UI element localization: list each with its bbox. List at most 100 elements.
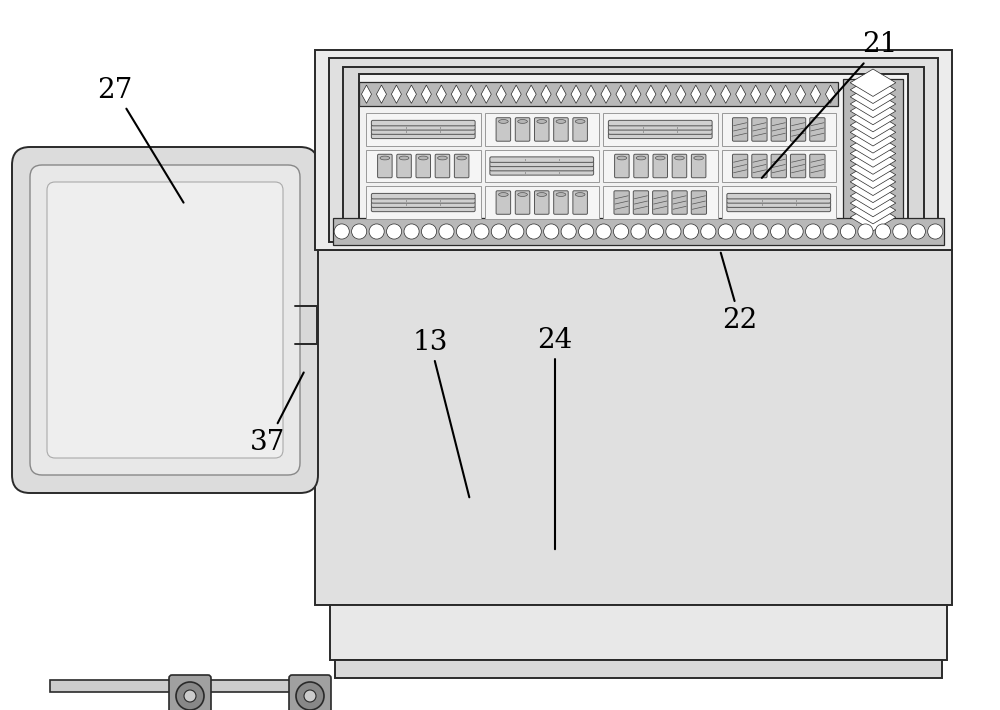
FancyBboxPatch shape: [371, 206, 475, 212]
Bar: [603, 150, 718, 182]
Polygon shape: [850, 90, 896, 118]
Ellipse shape: [537, 192, 547, 197]
Ellipse shape: [556, 192, 566, 197]
Circle shape: [718, 224, 733, 239]
FancyBboxPatch shape: [371, 197, 475, 203]
Bar: [603, 113, 718, 146]
Bar: [366, 113, 480, 146]
Polygon shape: [811, 85, 821, 104]
Text: 13: 13: [412, 329, 469, 497]
Polygon shape: [850, 161, 896, 188]
Bar: [484, 186, 599, 219]
Bar: [359, 82, 838, 106]
Circle shape: [666, 224, 681, 239]
Polygon shape: [556, 85, 566, 104]
FancyBboxPatch shape: [608, 124, 712, 130]
Circle shape: [404, 224, 419, 239]
Circle shape: [176, 682, 204, 710]
Bar: [295, 306, 317, 344]
FancyBboxPatch shape: [614, 191, 629, 214]
Bar: [603, 186, 718, 219]
FancyBboxPatch shape: [653, 191, 668, 214]
Circle shape: [439, 224, 454, 239]
Polygon shape: [850, 111, 896, 139]
Polygon shape: [796, 85, 806, 104]
Circle shape: [910, 224, 925, 239]
Polygon shape: [343, 67, 924, 233]
Bar: [722, 186, 836, 219]
Polygon shape: [571, 85, 581, 104]
FancyBboxPatch shape: [608, 121, 712, 126]
FancyBboxPatch shape: [691, 191, 707, 214]
Polygon shape: [481, 85, 491, 104]
FancyBboxPatch shape: [496, 191, 511, 214]
Polygon shape: [850, 197, 896, 224]
Polygon shape: [850, 76, 896, 104]
Polygon shape: [850, 83, 896, 111]
Polygon shape: [850, 190, 896, 217]
Polygon shape: [376, 85, 386, 104]
Circle shape: [509, 224, 524, 239]
FancyBboxPatch shape: [454, 154, 469, 178]
Polygon shape: [421, 85, 431, 104]
FancyBboxPatch shape: [534, 191, 549, 214]
Ellipse shape: [457, 156, 466, 160]
Polygon shape: [335, 660, 942, 678]
FancyBboxPatch shape: [371, 124, 475, 130]
Ellipse shape: [518, 192, 527, 197]
Ellipse shape: [380, 156, 390, 160]
Circle shape: [771, 224, 786, 239]
Polygon shape: [315, 50, 952, 250]
Ellipse shape: [499, 192, 508, 197]
FancyBboxPatch shape: [790, 118, 806, 141]
Circle shape: [753, 224, 768, 239]
FancyBboxPatch shape: [727, 197, 831, 203]
Bar: [333, 218, 944, 245]
FancyBboxPatch shape: [371, 121, 475, 126]
FancyBboxPatch shape: [608, 129, 712, 134]
Circle shape: [561, 224, 576, 239]
Polygon shape: [436, 85, 446, 104]
FancyBboxPatch shape: [633, 191, 649, 214]
FancyBboxPatch shape: [435, 154, 450, 178]
Ellipse shape: [575, 192, 585, 197]
Ellipse shape: [636, 156, 646, 160]
FancyBboxPatch shape: [289, 675, 331, 710]
Ellipse shape: [575, 119, 585, 124]
Polygon shape: [850, 147, 896, 174]
FancyBboxPatch shape: [416, 154, 431, 178]
Circle shape: [474, 224, 489, 239]
Circle shape: [840, 224, 856, 239]
FancyBboxPatch shape: [378, 154, 392, 178]
Bar: [843, 80, 903, 221]
Polygon shape: [850, 119, 896, 146]
Polygon shape: [850, 133, 896, 160]
FancyBboxPatch shape: [752, 118, 767, 141]
FancyBboxPatch shape: [371, 129, 475, 134]
Circle shape: [369, 224, 384, 239]
Circle shape: [683, 224, 698, 239]
Ellipse shape: [694, 156, 703, 160]
Ellipse shape: [655, 156, 665, 160]
FancyBboxPatch shape: [554, 191, 568, 214]
FancyBboxPatch shape: [30, 165, 300, 475]
Ellipse shape: [556, 119, 566, 124]
Polygon shape: [466, 85, 476, 104]
Circle shape: [579, 224, 594, 239]
Polygon shape: [850, 175, 896, 202]
Ellipse shape: [617, 156, 627, 160]
FancyBboxPatch shape: [810, 118, 825, 141]
Circle shape: [296, 682, 324, 710]
Bar: [50, 680, 320, 692]
FancyBboxPatch shape: [752, 154, 767, 178]
Polygon shape: [850, 154, 896, 181]
Circle shape: [648, 224, 664, 239]
Circle shape: [596, 224, 611, 239]
FancyBboxPatch shape: [672, 154, 687, 178]
Polygon shape: [541, 85, 551, 104]
FancyBboxPatch shape: [727, 202, 831, 207]
Polygon shape: [631, 85, 641, 104]
Polygon shape: [676, 85, 686, 104]
Polygon shape: [766, 85, 776, 104]
FancyBboxPatch shape: [672, 191, 687, 214]
